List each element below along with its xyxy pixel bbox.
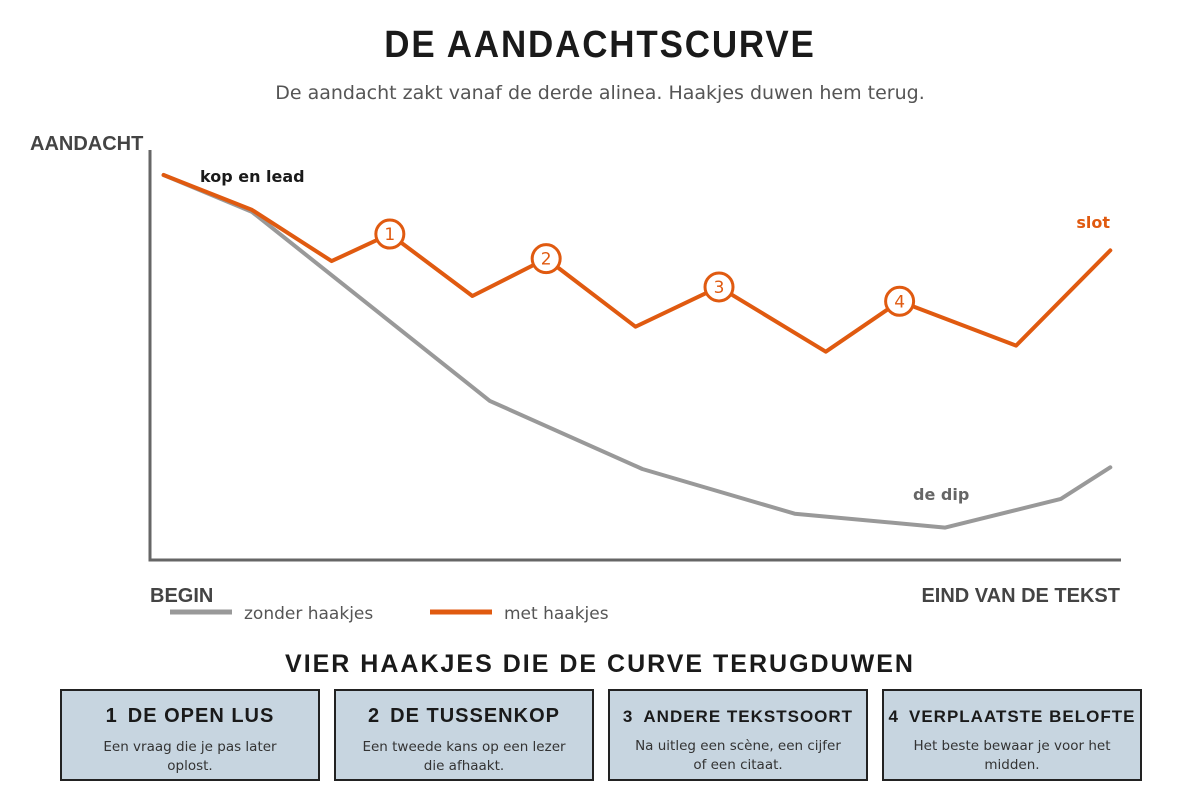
hook-card-heading: 3 ANDERE TEKSTSOORT (610, 705, 866, 727)
hook-marker-1 (374, 218, 406, 250)
hook-card-heading: 2 DE TUSSENKOP (336, 705, 592, 728)
hook-card-number: 1 (105, 705, 118, 727)
hook-card-text: Het beste bewaar je voor het midden. (913, 738, 1111, 773)
hook-card-other-text-type: 3 ANDERE TEKSTSOORT Na uitleg een scène, … (608, 689, 868, 781)
series-line-without-hooks (161, 173, 1113, 530)
hook-card-title: DE TUSSENKOP (390, 705, 560, 727)
series-line-with-hooks (161, 173, 1113, 354)
hooks-section-title: VIER HAAKJES DIE DE CURVE TERUGDUWEN (285, 650, 915, 678)
hook-card-heading: 4 VERPLAATSTE BELOFTE (884, 705, 1140, 727)
page-subtitle: De aandacht zakt vanaf de derde alinea. … (275, 82, 925, 104)
hook-marker-4 (884, 285, 916, 317)
hook-card-subheading: 2 DE TUSSENKOP Een tweede kans op een lez… (334, 689, 594, 781)
hook-marker-2 (530, 243, 562, 275)
attention-chart: AANDACHT BEGIN EIND VAN DE TEKST 1 2 3 4 ko… (30, 133, 1121, 624)
hook-card-text: Een tweede kans op een lezer die afhaakt… (362, 739, 566, 774)
hook-card-number: 2 (368, 705, 381, 727)
x-axis-label-start: BEGIN (150, 585, 213, 607)
hook-card-title: ANDERE TEKSTSOORT (643, 707, 854, 726)
hook-card-text: Een vraag die je pas later oplost. (103, 739, 277, 774)
annotation-end: slot (1076, 213, 1110, 232)
hook-card-number: 3 (622, 707, 634, 726)
annotation-dip: de dip (913, 485, 969, 504)
hook-marker-label: 4 (894, 292, 905, 312)
annotation-head: kop en lead (200, 167, 305, 186)
hook-markers: 1 2 3 4 (374, 218, 916, 317)
x-axis-label-end: EIND VAN DE TEKST (921, 585, 1120, 607)
hook-card-moved-promise: 4 VERPLAATSTE BELOFTE Het beste bewaar je… (882, 689, 1142, 781)
hook-marker-label: 2 (541, 250, 552, 270)
y-axis-label: AANDACHT (30, 133, 143, 155)
hook-marker-3 (703, 271, 735, 303)
legend-label-without-hooks: zonder haakjes (244, 604, 373, 624)
hook-card-title: VERPLAATSTE BELOFTE (908, 707, 1136, 726)
legend-label-with-hooks: met haakjes (504, 604, 609, 624)
hook-cards: 1 DE OPEN LUS Een vraag die je pas later … (60, 689, 1142, 781)
hook-marker-label: 3 (714, 278, 725, 298)
page-title: DE AANDACHTSCURVE (384, 24, 816, 66)
hook-card-title: DE OPEN LUS (127, 705, 275, 727)
hook-marker-label: 1 (384, 225, 395, 245)
hook-card-open-loop: 1 DE OPEN LUS Een vraag die je pas later … (60, 689, 320, 781)
hook-card-number: 4 (888, 707, 899, 726)
hook-card-heading: 1 DE OPEN LUS (62, 705, 318, 728)
hook-card-text: Na uitleg een scène, een cijfer of een c… (635, 738, 841, 773)
